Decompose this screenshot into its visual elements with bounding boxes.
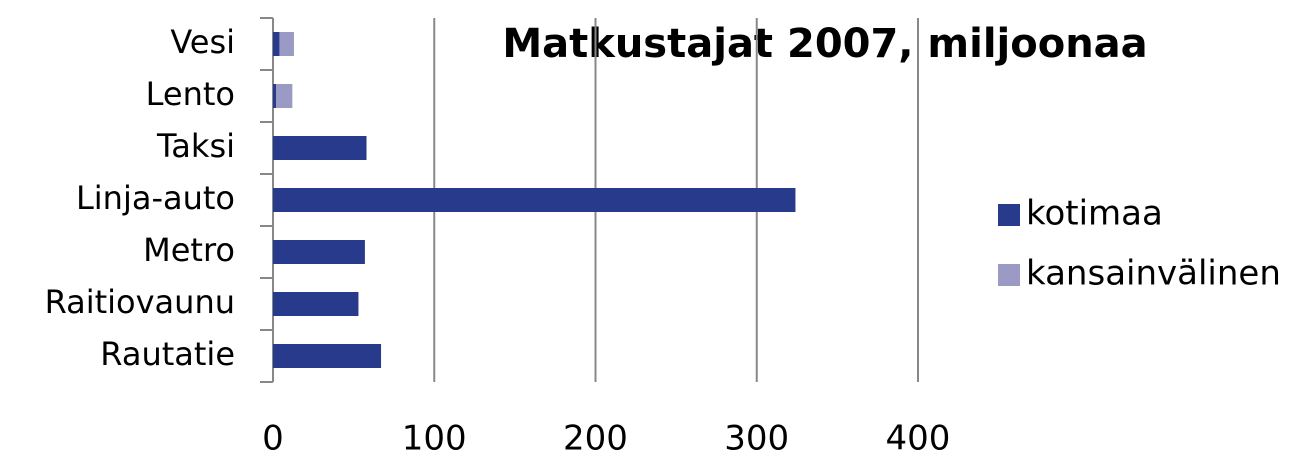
bar <box>273 84 277 108</box>
y-tick-label: Lento <box>146 75 235 113</box>
x-tick-label: 100 <box>402 419 467 459</box>
x-tick-label: 300 <box>724 419 789 459</box>
y-tick-label: Rautatie <box>100 335 235 373</box>
bar <box>276 84 293 108</box>
x-tick-label: 200 <box>563 419 628 459</box>
y-tick-label: Raitiovaunu <box>45 283 235 321</box>
legend-swatch <box>998 204 1020 226</box>
bar <box>273 188 796 212</box>
x-tick-label: 400 <box>886 419 951 459</box>
bar <box>273 240 365 264</box>
chart-title: Matkustajat 2007, miljoonaa <box>502 21 1147 67</box>
legend-label: kansainvälinen <box>1026 254 1281 294</box>
y-tick-label: Linja-auto <box>76 179 235 217</box>
y-tick-label: Taksi <box>156 127 235 165</box>
legend-label: kotimaa <box>1026 194 1163 234</box>
bar <box>273 136 367 160</box>
bar <box>273 344 382 368</box>
bar <box>279 32 294 56</box>
bar <box>273 32 280 56</box>
legend-swatch <box>998 264 1020 286</box>
y-tick-label: Vesi <box>170 23 235 61</box>
bar <box>273 292 359 316</box>
y-tick-label: Metro <box>143 231 235 269</box>
x-tick-label: 0 <box>262 419 284 459</box>
